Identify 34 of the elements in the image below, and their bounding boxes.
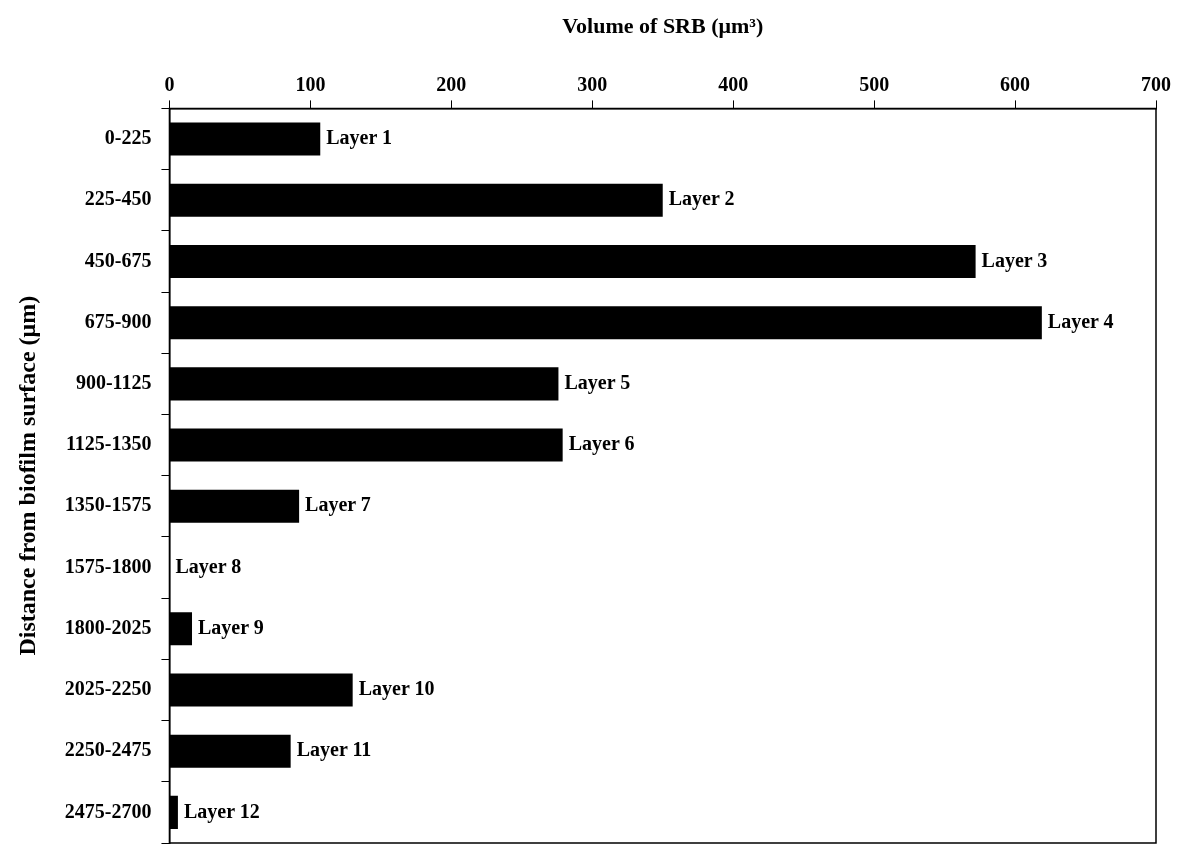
y-tick-label: 1800-2025 bbox=[64, 615, 152, 638]
y-tick-label: 1125-1350 bbox=[65, 432, 152, 455]
x-axis-title: Volume of SRB (μm³) bbox=[562, 12, 764, 38]
x-tick-label: 200 bbox=[436, 72, 467, 95]
data-label: Layer 2 bbox=[668, 187, 735, 211]
data-label: Layer 12 bbox=[183, 799, 260, 823]
x-tick-label: 400 bbox=[718, 72, 749, 95]
y-tick-label: 2250-2475 bbox=[64, 738, 152, 761]
data-label: Layer 10 bbox=[358, 677, 435, 701]
data-label: Layer 8 bbox=[175, 554, 242, 578]
data-label: Layer 5 bbox=[564, 371, 631, 395]
x-tick-label: 100 bbox=[295, 72, 326, 95]
data-label: Layer 9 bbox=[198, 615, 264, 639]
x-tick-label: 300 bbox=[577, 72, 608, 95]
x-tick-label: 0 bbox=[164, 72, 175, 95]
y-tick-label: 450-675 bbox=[84, 248, 152, 271]
data-label: Layer 11 bbox=[296, 738, 372, 762]
data-label: Layer 4 bbox=[1047, 309, 1114, 333]
data-label: Layer 1 bbox=[326, 126, 392, 150]
y-axis-title: Distance from biofilm surface (μm) bbox=[13, 295, 40, 656]
data-label: Layer 6 bbox=[568, 432, 635, 456]
y-tick-label: 900-1125 bbox=[75, 371, 152, 394]
y-tick-label: 1350-1575 bbox=[64, 493, 152, 516]
x-tick-label: 700 bbox=[1141, 72, 1171, 95]
y-tick-label: 675-900 bbox=[84, 309, 152, 332]
y-tick-label: 0-225 bbox=[104, 126, 152, 149]
data-label: Layer 3 bbox=[981, 248, 1048, 272]
y-tick-label: 2475-2700 bbox=[64, 799, 152, 822]
y-tick-label: 225-450 bbox=[84, 187, 152, 210]
x-tick-label: 600 bbox=[1000, 72, 1031, 95]
y-tick-label: 2025-2250 bbox=[64, 677, 152, 700]
x-tick-label: 500 bbox=[859, 72, 890, 95]
y-tick-label: 1575-1800 bbox=[64, 554, 152, 577]
data-label: Layer 7 bbox=[305, 493, 371, 517]
